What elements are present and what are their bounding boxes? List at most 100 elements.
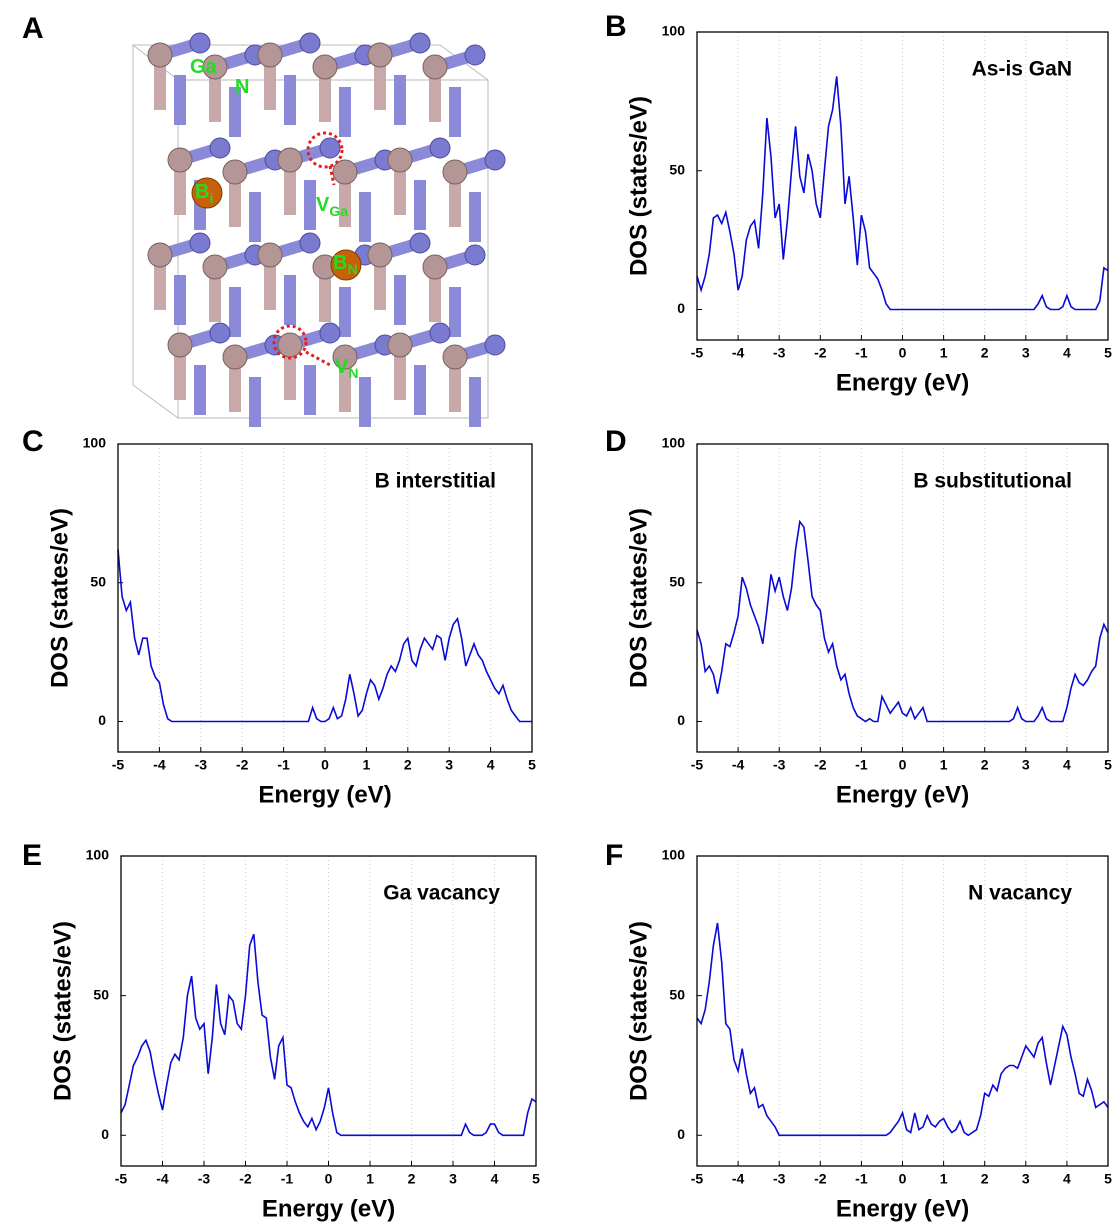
annotation: B interstitial bbox=[375, 470, 496, 493]
vacancy-arrow bbox=[306, 352, 330, 365]
ga-atom bbox=[278, 333, 302, 357]
ga-atom bbox=[203, 255, 227, 279]
x-tick-label: 1 bbox=[366, 1171, 374, 1187]
ga-atom bbox=[443, 160, 467, 184]
n-atom bbox=[300, 33, 320, 53]
x-axis-title: Energy (eV) bbox=[262, 1195, 395, 1222]
dos-line bbox=[697, 923, 1108, 1135]
x-tick-label: -2 bbox=[814, 1171, 827, 1187]
x-tick-label: 2 bbox=[981, 1171, 989, 1187]
x-tick-label: 1 bbox=[940, 1171, 948, 1187]
atom-label-sub: N bbox=[348, 365, 358, 381]
x-tick-label: -3 bbox=[195, 757, 208, 773]
y-tick-label: 100 bbox=[662, 435, 686, 451]
x-tick-label: 3 bbox=[1022, 345, 1030, 361]
n-atom bbox=[210, 138, 230, 158]
x-tick-label: 0 bbox=[899, 757, 907, 773]
x-tick-label: -5 bbox=[115, 1171, 128, 1187]
n-atom bbox=[485, 150, 505, 170]
n-atom bbox=[410, 33, 430, 53]
x-tick-label: -5 bbox=[691, 345, 704, 361]
x-tick-label: 3 bbox=[449, 1171, 457, 1187]
x-tick-label: -2 bbox=[236, 757, 249, 773]
ga-atom bbox=[258, 243, 282, 267]
n-atom bbox=[300, 233, 320, 253]
n-atom bbox=[320, 138, 340, 158]
atom-label: Ga bbox=[190, 56, 218, 78]
ga-atom bbox=[388, 333, 412, 357]
n-atom bbox=[210, 323, 230, 343]
atom-label-sub: Ga bbox=[329, 203, 348, 219]
n-atom bbox=[430, 323, 450, 343]
dos-line bbox=[697, 522, 1108, 722]
y-tick-label: 50 bbox=[93, 986, 109, 1002]
panel-letter: D bbox=[605, 425, 627, 458]
y-tick-label: 50 bbox=[669, 986, 685, 1002]
x-tick-label: -4 bbox=[732, 1171, 745, 1187]
panel-letter: F bbox=[605, 839, 623, 872]
x-tick-label: -1 bbox=[855, 345, 868, 361]
x-tick-label: 3 bbox=[445, 757, 453, 773]
atom-label-main: V bbox=[316, 194, 330, 216]
x-tick-label: -3 bbox=[773, 757, 786, 773]
x-tick-label: 4 bbox=[1063, 1171, 1071, 1187]
y-tick-label: 100 bbox=[662, 23, 686, 39]
x-tick-label: -1 bbox=[855, 757, 868, 773]
ga-atom bbox=[223, 345, 247, 369]
panel-letter: C bbox=[22, 425, 44, 458]
x-tick-label: -5 bbox=[691, 757, 704, 773]
n-atom bbox=[465, 245, 485, 265]
x-tick-label: 5 bbox=[1104, 345, 1112, 361]
atom-label-main: Ga bbox=[190, 56, 218, 78]
x-tick-label: 1 bbox=[940, 757, 948, 773]
y-axis-title: DOS (states/eV) bbox=[625, 96, 652, 276]
atom-label-sub: N bbox=[347, 261, 357, 277]
x-tick-label: 5 bbox=[1104, 1171, 1112, 1187]
ga-atom bbox=[443, 345, 467, 369]
ga-atom bbox=[313, 55, 337, 79]
dos-line bbox=[118, 549, 532, 721]
x-tick-label: -3 bbox=[198, 1171, 211, 1187]
ga-atom bbox=[368, 43, 392, 67]
y-axis-title: DOS (states/eV) bbox=[46, 508, 73, 688]
ga-atom bbox=[368, 243, 392, 267]
x-tick-label: 2 bbox=[981, 345, 989, 361]
y-tick-label: 0 bbox=[101, 1126, 109, 1142]
n-atom bbox=[320, 323, 340, 343]
x-tick-label: -5 bbox=[112, 757, 125, 773]
x-tick-label: 3 bbox=[1022, 757, 1030, 773]
x-tick-label: 4 bbox=[1063, 345, 1071, 361]
n-atom bbox=[410, 233, 430, 253]
n-atom bbox=[465, 45, 485, 65]
atom-label-main: V bbox=[335, 356, 349, 378]
x-tick-label: 4 bbox=[1063, 757, 1071, 773]
ga-atom bbox=[168, 333, 192, 357]
x-tick-label: -1 bbox=[277, 757, 290, 773]
x-tick-label: 2 bbox=[981, 757, 989, 773]
n-atom bbox=[430, 138, 450, 158]
x-tick-label: 2 bbox=[408, 1171, 416, 1187]
annotation: As-is GaN bbox=[972, 58, 1072, 81]
x-tick-label: -4 bbox=[732, 757, 745, 773]
x-tick-label: 3 bbox=[1022, 1171, 1030, 1187]
ga-atom bbox=[168, 148, 192, 172]
x-tick-label: 5 bbox=[532, 1171, 540, 1187]
ga-atom bbox=[423, 55, 447, 79]
y-tick-label: 100 bbox=[662, 847, 686, 863]
y-tick-label: 50 bbox=[669, 573, 685, 589]
y-tick-label: 0 bbox=[677, 712, 685, 728]
x-tick-label: 0 bbox=[899, 1171, 907, 1187]
y-tick-label: 50 bbox=[90, 573, 106, 589]
atom-label-main: B bbox=[195, 181, 209, 203]
y-tick-label: 100 bbox=[83, 435, 107, 451]
panel-letter: E bbox=[22, 839, 42, 872]
y-axis-title: DOS (states/eV) bbox=[49, 921, 76, 1101]
ga-atom bbox=[148, 43, 172, 67]
x-tick-label: -1 bbox=[281, 1171, 294, 1187]
x-axis-title: Energy (eV) bbox=[836, 1195, 969, 1222]
x-tick-label: 0 bbox=[899, 345, 907, 361]
ga-atom bbox=[388, 148, 412, 172]
panel-letter: A bbox=[22, 12, 44, 45]
ga-atom bbox=[148, 243, 172, 267]
x-tick-label: 0 bbox=[325, 1171, 333, 1187]
